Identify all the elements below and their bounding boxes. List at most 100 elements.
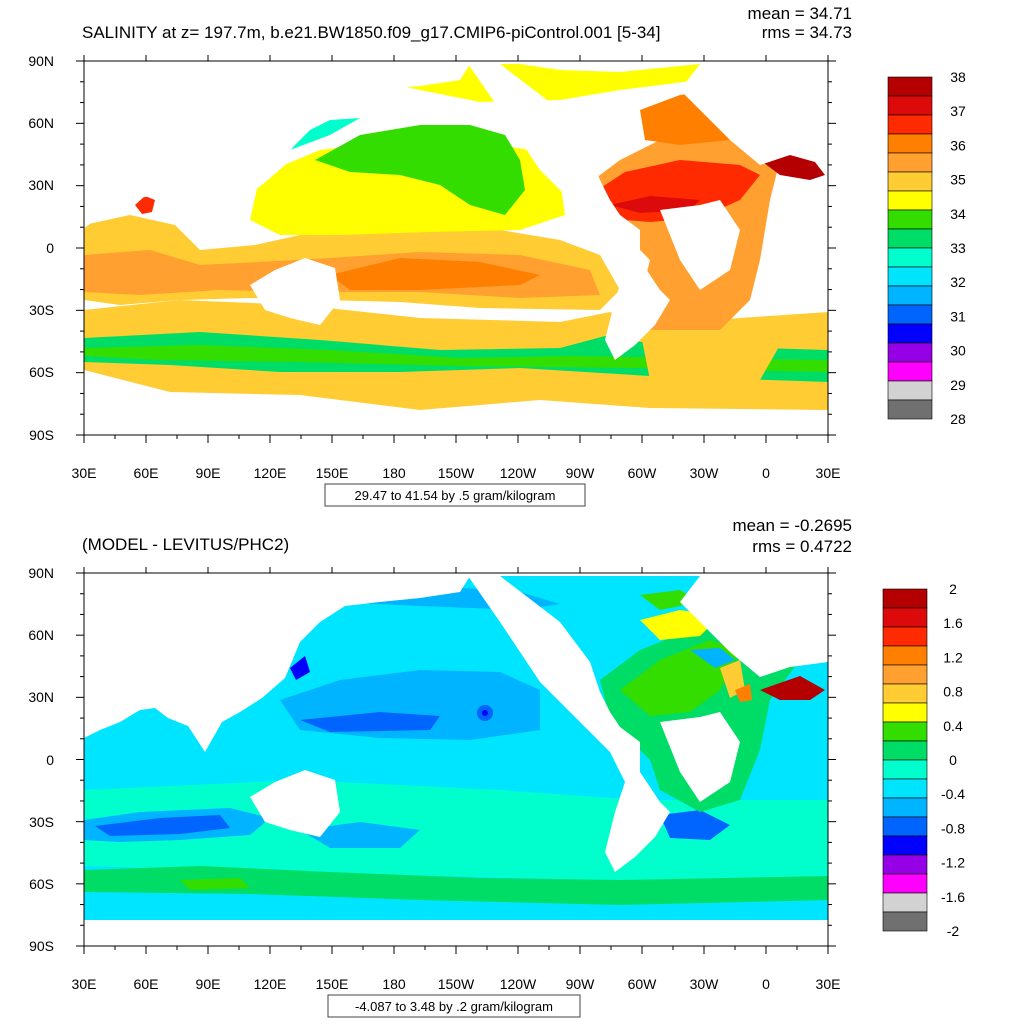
lon-label: 60E <box>134 465 159 481</box>
colorbar-swatch <box>882 645 928 666</box>
colorbar-label: -0.8 <box>941 820 965 836</box>
colorbar-swatch <box>882 588 928 609</box>
colorbar-swatch <box>882 664 928 685</box>
colorbar-swatch <box>887 152 933 173</box>
colorbar-swatch <box>887 247 933 268</box>
lon-label: 180 <box>382 465 406 481</box>
lon-label: 90E <box>196 465 221 481</box>
lat-label: 90N <box>28 53 54 69</box>
lat-label: 60N <box>28 115 54 131</box>
colorbar-label: 35 <box>950 172 966 188</box>
lon-label: 90W <box>566 976 596 992</box>
colorbar-label: 1.6 <box>943 615 963 631</box>
lon-label: 30E <box>72 976 97 992</box>
colorbar-swatch <box>882 892 928 913</box>
lon-label: 30E <box>816 465 841 481</box>
lat-label: 30S <box>29 302 54 318</box>
lon-label: 150W <box>438 976 475 992</box>
panel2-colorbar: 2 1.6 1.2 0.8 0.4 0 -0.4 -0.8 -1.2 -1.6 -2 <box>882 581 965 939</box>
lon-label: 60W <box>628 976 658 992</box>
lon-label: 120E <box>254 465 287 481</box>
colorbar-swatch <box>887 76 933 97</box>
colorbar-label: 2 <box>949 581 957 597</box>
lon-label: 150E <box>316 465 349 481</box>
panel1-axis-ticks <box>76 55 836 443</box>
colorbar-swatch <box>882 759 928 780</box>
salinity-map-panel: SALINITY at z= 197.7m, b.e21.BW1850.f09_… <box>28 4 966 507</box>
lat-label: 30N <box>28 177 54 193</box>
colorbar-swatch <box>887 342 933 363</box>
colorbar-swatch <box>882 740 928 761</box>
colorbar-swatch <box>882 797 928 818</box>
lat-label: 30N <box>28 689 54 705</box>
colorbar-swatch <box>887 304 933 325</box>
lon-label: 30W <box>690 465 720 481</box>
panel2-title: (MODEL - LEVITUS/PHC2) <box>82 535 289 554</box>
colorbar-swatch <box>882 911 928 932</box>
colorbar-label: 31 <box>950 308 966 324</box>
lat-label: 90S <box>29 938 54 954</box>
lon-label: 0 <box>762 976 770 992</box>
colorbar-swatch <box>887 266 933 287</box>
colorbar-swatch <box>887 133 933 154</box>
colorbar-swatch <box>887 399 933 420</box>
colorbar-label: -1.2 <box>941 855 965 871</box>
colorbar-swatch <box>887 228 933 249</box>
colorbar-swatch <box>882 778 928 799</box>
lon-label: 60W <box>628 465 658 481</box>
lat-label: 60N <box>28 627 54 643</box>
panel2-range-label: -4.087 to 3.48 by .2 gram/kilogram <box>355 999 553 1014</box>
lon-label: 90W <box>566 465 596 481</box>
colorbar-swatch <box>882 721 928 742</box>
lon-label: 150W <box>438 465 475 481</box>
colorbar-swatch <box>882 607 928 628</box>
lon-label: 90E <box>196 976 221 992</box>
colorbar-label: 38 <box>950 69 966 85</box>
lon-label: 180 <box>382 976 406 992</box>
lat-label: 30S <box>29 814 54 830</box>
lat-label: 60S <box>29 364 54 380</box>
colorbar-swatch <box>882 702 928 723</box>
panel1-field <box>84 61 828 435</box>
panel2-mean-stat: mean = -0.2695 <box>732 516 852 535</box>
colorbar-swatch <box>882 816 928 837</box>
colorbar-label: 37 <box>950 103 966 119</box>
colorbar-swatch <box>887 171 933 192</box>
colorbar-label: 36 <box>950 137 966 153</box>
panel1-lat-axis: 90N 60N 30N 0 30S 60S 90S <box>28 53 54 443</box>
panel2-lat-axis: 90N 60N 30N 0 30S 60S 90S <box>28 565 54 954</box>
panel1-range-box: 29.47 to 41.54 by .5 gram/kilogram <box>324 483 586 507</box>
colorbar-label: 0 <box>949 752 957 768</box>
colorbar-label: 29 <box>950 377 966 393</box>
panel1-range-label: 29.47 to 41.54 by .5 gram/kilogram <box>355 488 556 503</box>
lon-label: 30E <box>816 976 841 992</box>
colorbar-label: -2 <box>947 923 960 939</box>
colorbar-label: 34 <box>950 206 966 222</box>
colorbar-label: 0.4 <box>943 718 963 734</box>
colorbar-swatch <box>887 285 933 306</box>
lat-label: 60S <box>29 876 54 892</box>
difference-map-panel: (MODEL - LEVITUS/PHC2) mean = -0.2695 rm… <box>28 516 965 1018</box>
panel1-title: SALINITY at z= 197.7m, b.e21.BW1850.f09_… <box>82 23 661 42</box>
colorbar-label: -0.4 <box>941 786 965 802</box>
colorbar-swatch <box>882 873 928 894</box>
colorbar-label: 33 <box>950 240 966 256</box>
lat-label: 0 <box>46 752 54 768</box>
panel2-rms-stat: rms = 0.4722 <box>752 537 852 556</box>
colorbar-swatch <box>882 854 928 875</box>
colorbar-swatch <box>887 190 933 211</box>
lon-label: 120E <box>254 976 287 992</box>
panel2-range-box: -4.087 to 3.48 by .2 gram/kilogram <box>327 994 581 1018</box>
colorbar-swatch <box>882 626 928 647</box>
panel2-lon-axis: 30E 60E 90E 120E 150E 180 150W 120W 90W … <box>72 976 841 992</box>
panel2-field <box>84 573 828 946</box>
colorbar-label: 32 <box>950 274 966 290</box>
lat-label: 0 <box>46 240 54 256</box>
colorbar-swatch <box>887 209 933 230</box>
colorbar-swatch <box>887 95 933 116</box>
colorbar-label: 30 <box>950 343 966 359</box>
colorbar-label: 1.2 <box>943 649 963 665</box>
colorbar-swatch <box>882 683 928 704</box>
panel1-colorbar: 38 37 36 35 34 33 32 31 30 29 28 <box>887 69 966 427</box>
